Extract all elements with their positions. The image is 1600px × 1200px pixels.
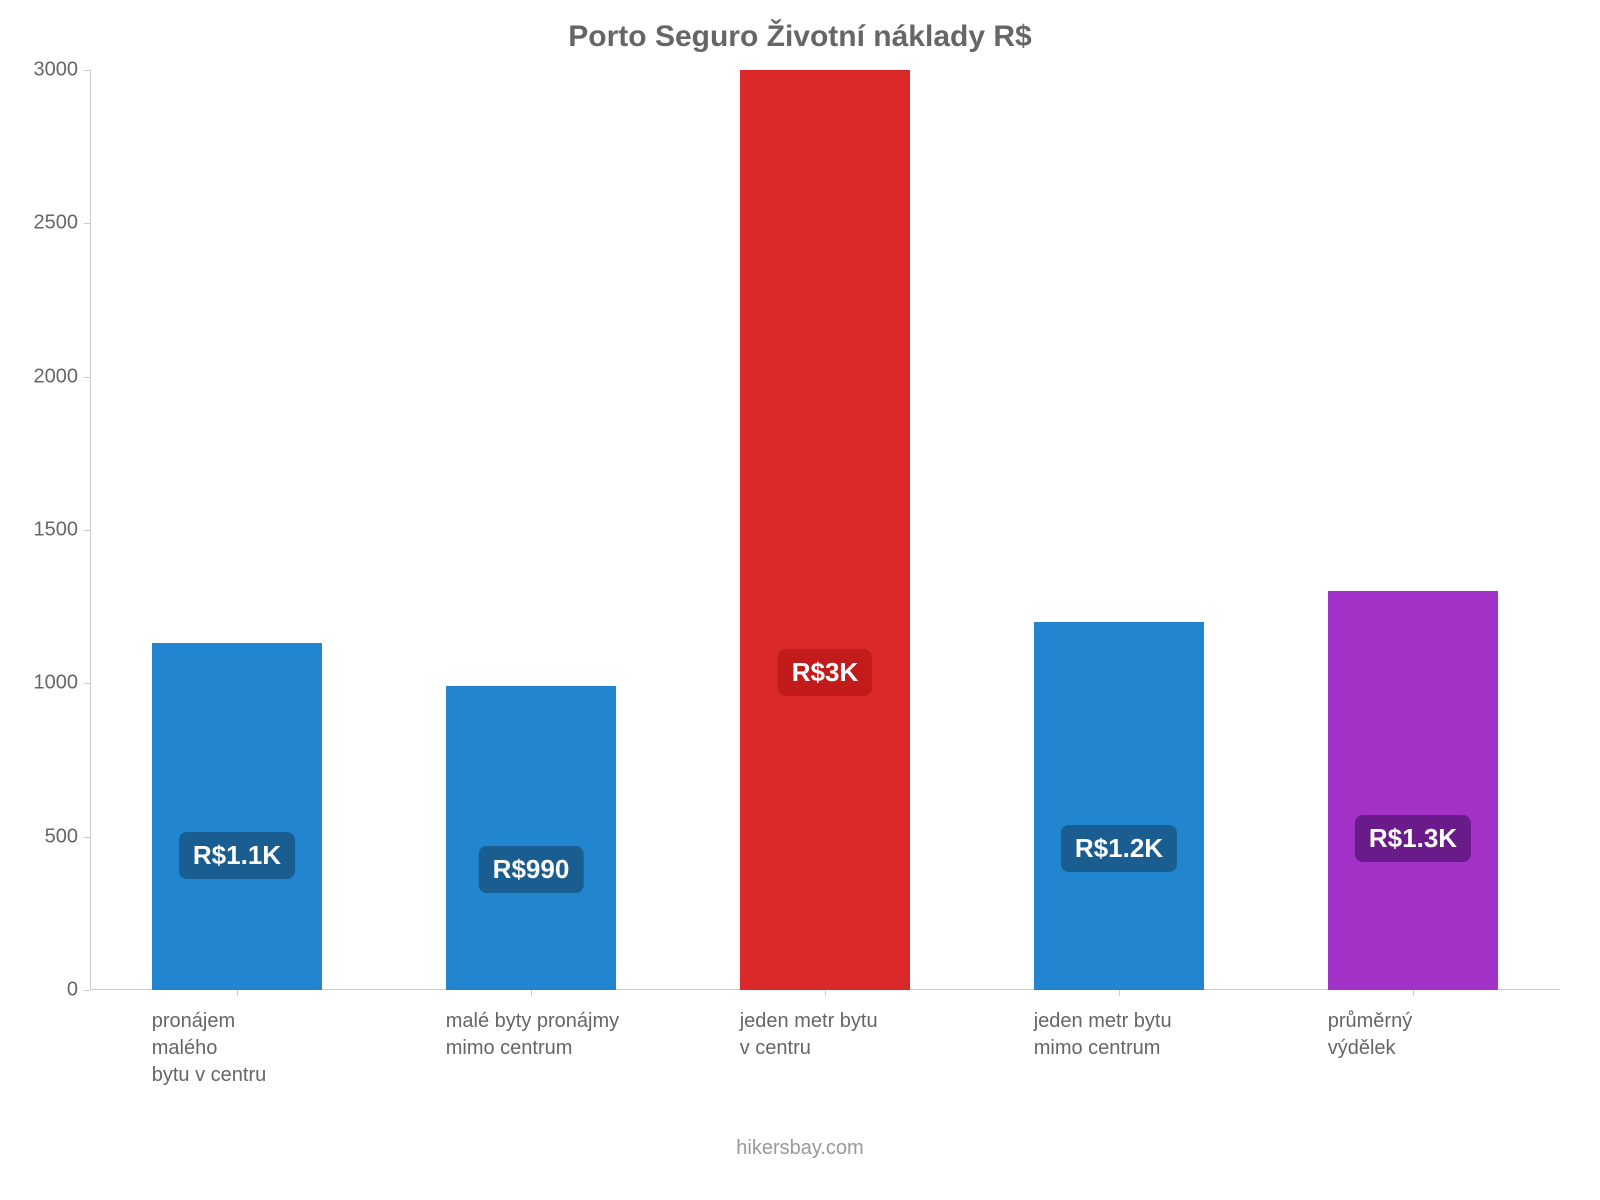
y-tick-mark — [84, 70, 90, 71]
y-tick-mark — [84, 530, 90, 531]
x-tick-label: průměrný výdělek — [1328, 1008, 1559, 1062]
bar: R$3K — [740, 70, 911, 990]
x-tick-mark — [531, 990, 532, 996]
bar-value-label: R$1.1K — [179, 832, 295, 879]
y-tick-mark — [84, 683, 90, 684]
x-tick-mark — [1413, 990, 1414, 996]
y-tick-mark — [84, 377, 90, 378]
x-tick-label: pronájem malého bytu v centru — [152, 1008, 383, 1089]
y-tick-label: 1500 — [34, 519, 91, 542]
plot-area: 050010001500200025003000R$1.1Kpronájem m… — [90, 70, 1560, 990]
y-tick-mark — [84, 990, 90, 991]
bar: R$1.3K — [1328, 591, 1499, 990]
y-tick-label: 2000 — [34, 365, 91, 388]
x-tick-mark — [825, 990, 826, 996]
bar-value-label: R$3K — [778, 649, 872, 696]
x-tick-label: malé byty pronájmy mimo centrum — [446, 1008, 677, 1062]
cost-of-living-chart: Porto Seguro Životní náklady R$ 05001000… — [0, 0, 1600, 1200]
y-tick-mark — [84, 837, 90, 838]
bar-value-label: R$1.2K — [1061, 825, 1177, 872]
y-tick-label: 1000 — [34, 672, 91, 695]
y-tick-label: 2500 — [34, 212, 91, 235]
x-tick-label: jeden metr bytu v centru — [740, 1008, 971, 1062]
y-axis — [90, 70, 91, 990]
bar: R$1.1K — [152, 643, 323, 990]
x-tick-mark — [1119, 990, 1120, 996]
y-tick-mark — [84, 223, 90, 224]
bar-value-label: R$1.3K — [1355, 815, 1471, 862]
x-tick-mark — [237, 990, 238, 996]
chart-footer: hikersbay.com — [0, 1137, 1600, 1160]
bar: R$1.2K — [1034, 622, 1205, 990]
chart-title: Porto Seguro Životní náklady R$ — [0, 20, 1600, 54]
y-tick-label: 3000 — [34, 59, 91, 82]
bar-value-label: R$990 — [479, 846, 584, 893]
x-tick-label: jeden metr bytu mimo centrum — [1034, 1008, 1265, 1062]
bar: R$990 — [446, 686, 617, 990]
